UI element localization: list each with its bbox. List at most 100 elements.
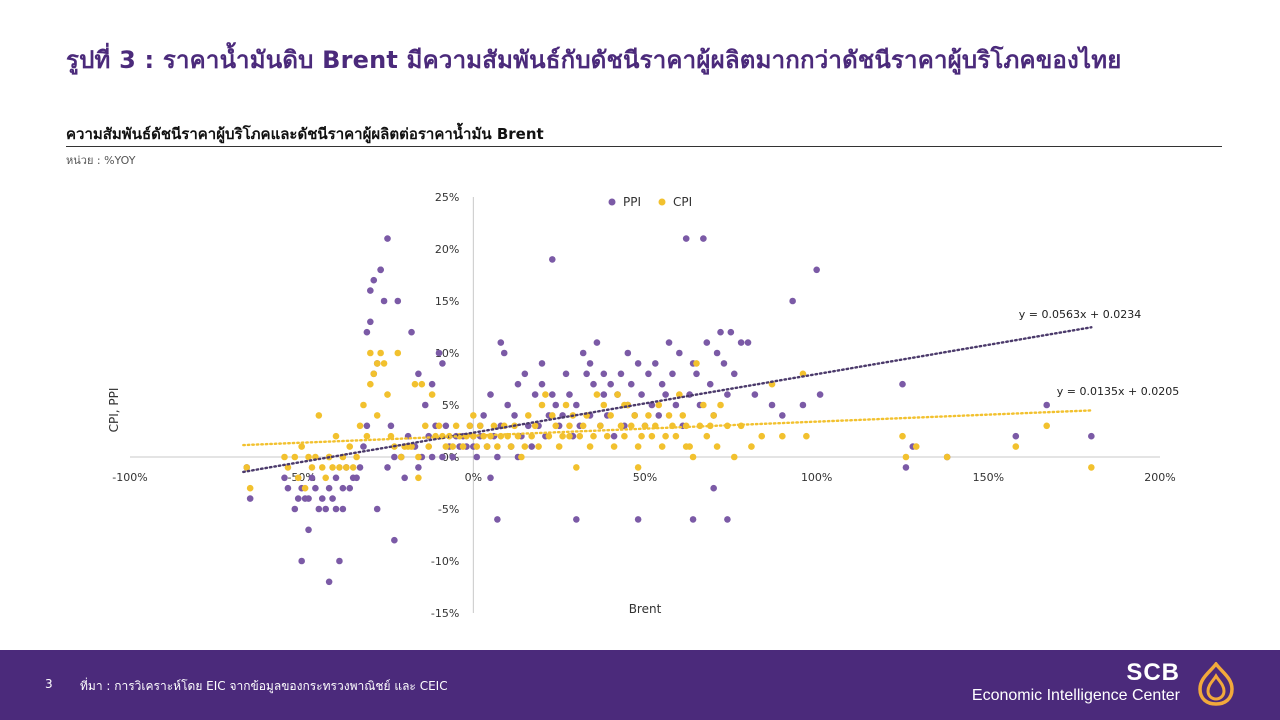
ppi-point bbox=[435, 349, 443, 357]
ppi-point bbox=[1043, 401, 1050, 409]
ppi-point bbox=[504, 401, 511, 409]
ppi-point bbox=[538, 380, 546, 388]
ppi-point bbox=[421, 401, 429, 409]
x-tick-label: -50% bbox=[287, 471, 315, 484]
cpi-point bbox=[452, 422, 460, 430]
ppi-point bbox=[363, 422, 371, 430]
cpi-point bbox=[367, 380, 374, 388]
ppi-point bbox=[384, 464, 391, 471]
ppi-point bbox=[528, 443, 535, 450]
ppi-point bbox=[727, 328, 735, 336]
ppi-point bbox=[655, 412, 663, 419]
cpi-point bbox=[476, 422, 484, 430]
cpi-point bbox=[700, 401, 707, 409]
ppi-point bbox=[600, 391, 608, 398]
ppi-point bbox=[377, 266, 384, 274]
cpi-point bbox=[370, 370, 378, 378]
ppi-point bbox=[325, 578, 333, 586]
ppi-point bbox=[549, 391, 556, 398]
ppi-point bbox=[737, 339, 745, 346]
cpi-trendline-label: y = 0.0135x + 0.0205 bbox=[1057, 385, 1179, 398]
ppi-point bbox=[494, 516, 501, 523]
ppi-point bbox=[713, 349, 721, 357]
ppi-point bbox=[332, 505, 340, 513]
ppi-point bbox=[442, 422, 450, 430]
x-tick-label: 0% bbox=[465, 471, 482, 484]
ppi-point bbox=[415, 464, 422, 471]
ppi-point bbox=[607, 380, 614, 388]
cpi-point bbox=[559, 432, 566, 440]
cpi-point bbox=[329, 464, 336, 471]
ppi-point bbox=[391, 536, 398, 544]
ppi-point bbox=[768, 401, 776, 409]
cpi-point bbox=[603, 432, 611, 440]
cpi-point bbox=[538, 401, 546, 409]
cpi-point bbox=[298, 443, 305, 450]
cpi-point bbox=[748, 443, 755, 450]
cpi-point bbox=[648, 432, 656, 440]
source-note: ที่มา : การวิเคราะห์โดย EIC จากข้อมูลของ… bbox=[80, 679, 448, 693]
x-tick-label: -100% bbox=[112, 471, 147, 484]
ppi-point bbox=[1012, 432, 1020, 440]
cpi-point bbox=[336, 464, 343, 471]
ppi-point bbox=[627, 380, 635, 388]
cpi-point bbox=[360, 401, 367, 409]
ppi-point bbox=[573, 401, 580, 409]
ppi-point bbox=[682, 235, 690, 242]
cpi-point bbox=[332, 432, 340, 440]
ppi-point bbox=[246, 495, 254, 502]
cpi-point bbox=[634, 443, 642, 450]
ppi-point bbox=[610, 432, 618, 440]
ppi-point bbox=[384, 235, 391, 242]
y-tick-label: -5% bbox=[438, 503, 459, 516]
ppi-point bbox=[590, 380, 597, 388]
cpi-point bbox=[425, 443, 433, 450]
cpi-point bbox=[730, 453, 738, 461]
ppi-point bbox=[480, 412, 487, 419]
cpi-point bbox=[408, 443, 415, 450]
cpi-point bbox=[246, 484, 254, 492]
cpi-point bbox=[641, 422, 649, 430]
cpi-point bbox=[586, 443, 594, 450]
ppi-point bbox=[617, 370, 625, 378]
ppi-point bbox=[401, 474, 408, 482]
cpi-point bbox=[294, 474, 302, 482]
cpi-point bbox=[308, 464, 316, 471]
cpi-point bbox=[349, 464, 357, 471]
cpi-point bbox=[353, 453, 360, 461]
cpi-point bbox=[418, 380, 426, 388]
ppi-point bbox=[744, 339, 752, 346]
cpi-point bbox=[363, 432, 371, 440]
ppi-point bbox=[562, 370, 570, 378]
cpi-point bbox=[318, 464, 326, 471]
ppi-point bbox=[367, 287, 374, 294]
cpi-point bbox=[397, 453, 405, 461]
ppi-point bbox=[624, 349, 632, 357]
cpi-point bbox=[614, 391, 621, 398]
cpi-point bbox=[442, 443, 450, 450]
cpi-point bbox=[634, 464, 642, 471]
ppi-point bbox=[322, 505, 330, 513]
ppi-point bbox=[439, 453, 446, 461]
cpi-point bbox=[380, 360, 388, 367]
ppi-point bbox=[325, 484, 333, 492]
ppi-point bbox=[500, 349, 508, 357]
cpi-point bbox=[367, 349, 374, 357]
ppi-trendline-label: y = 0.0563x + 0.0234 bbox=[1019, 308, 1141, 321]
ppi-point bbox=[724, 516, 731, 523]
legend-cpi-marker bbox=[658, 198, 666, 206]
ppi-point bbox=[648, 401, 656, 409]
cpi-point bbox=[703, 432, 711, 440]
cpi-point bbox=[356, 422, 364, 430]
cpi-point bbox=[531, 422, 539, 430]
cpi-point bbox=[528, 432, 535, 440]
ppi-point bbox=[583, 370, 590, 378]
cpi-point bbox=[679, 412, 687, 419]
ppi-point bbox=[700, 235, 707, 242]
ppi-point bbox=[373, 505, 381, 513]
cpi-point bbox=[411, 380, 419, 388]
cpi-point bbox=[473, 443, 481, 450]
cpi-point bbox=[466, 422, 474, 430]
ppi-point bbox=[332, 474, 340, 482]
ppi-point bbox=[600, 370, 608, 378]
